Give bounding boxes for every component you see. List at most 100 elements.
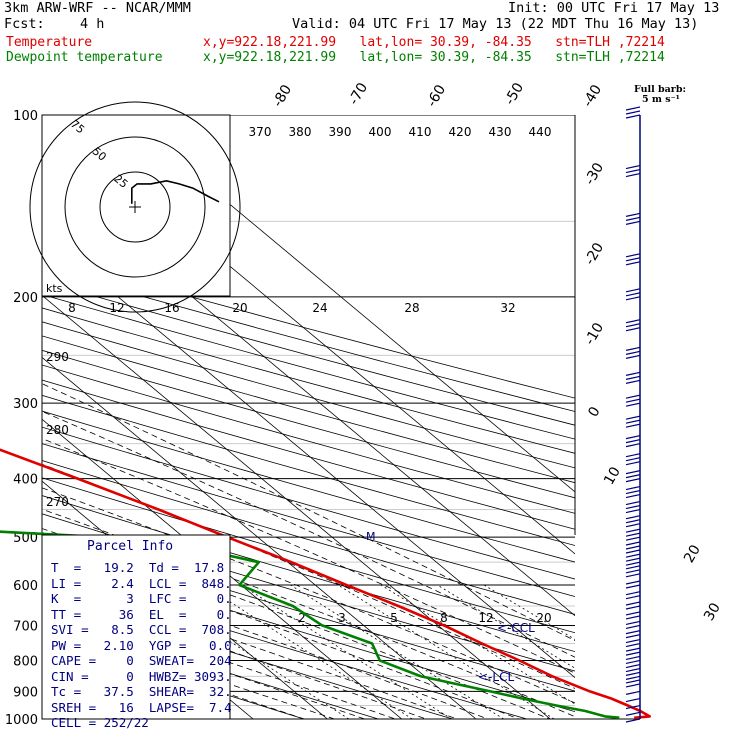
theta-label: 370 (249, 125, 272, 139)
wind-barb (625, 216, 641, 221)
wind-barb (625, 634, 641, 639)
wind-barb (625, 478, 641, 483)
wind-barb (625, 624, 641, 630)
moist-adiabat (42, 528, 551, 719)
wind-barb (625, 663, 641, 669)
wind-barb (625, 569, 641, 574)
isotherm-label: 0 (585, 404, 603, 420)
pressure-tick-label: 500 (13, 531, 38, 546)
moist-adiabat (42, 438, 575, 674)
theta-e-left-label: 280 (46, 423, 69, 437)
wind-barb (625, 683, 641, 688)
theta-e-left-label: 270 (46, 495, 69, 509)
wind-barb (625, 565, 641, 570)
isotherm-label: -70 (346, 80, 371, 108)
dry-adiabat (42, 591, 455, 719)
dry-adiabat (42, 280, 575, 426)
wind-barb (625, 493, 641, 499)
parcel-info-title: Parcel Info (87, 539, 174, 554)
wind-barb (625, 545, 641, 550)
wind-barb (625, 253, 641, 258)
dry-adiabat (42, 307, 575, 454)
wind-barb (625, 110, 641, 115)
mixing-ratio-label: 5 (390, 611, 398, 625)
parcel-row: SREH = 16 LAPSE= 7.4 (51, 699, 232, 715)
mixing-ratio-label: 8 (440, 611, 448, 625)
dry-adiabat (42, 460, 575, 615)
valid-time: Valid: 04 UTC Fri 17 May 13 (22 MDT Thu … (292, 16, 699, 32)
dry-adiabat (42, 255, 575, 399)
isotherm-label: -30 (582, 160, 607, 188)
wind-barb (625, 615, 641, 620)
wind-barb (625, 601, 641, 606)
wind-barb (625, 371, 641, 376)
wind-barb (625, 168, 641, 174)
wind-barb (625, 439, 641, 444)
dry-adiabat (42, 335, 575, 484)
wind-barb (625, 557, 641, 562)
wind-barb (625, 327, 641, 332)
wind-barb (625, 172, 641, 178)
wind-barb (625, 591, 641, 596)
wind-barb (625, 638, 641, 644)
wind-barb (625, 350, 641, 355)
wind-barb (625, 642, 641, 648)
wind-barb (625, 485, 641, 491)
isotherm-line (42, 356, 477, 719)
wind-barb (625, 523, 641, 528)
dry-adiabat (42, 294, 575, 440)
wind-barb (625, 573, 641, 578)
moist-adiabat (42, 545, 520, 719)
dry-adiabat (42, 495, 575, 653)
theta-e-label: 32 (500, 301, 515, 315)
theta-label: 410 (409, 125, 432, 139)
wind-barb (625, 489, 641, 495)
dry-adiabat (42, 513, 575, 672)
pressure-tick-label: 600 (13, 579, 38, 594)
dry-adiabat (42, 349, 575, 499)
moist-adiabat (42, 621, 336, 719)
pressure-tick-label: 200 (13, 291, 38, 306)
isotherm-label: 10 (601, 464, 624, 487)
wind-barb (625, 549, 641, 554)
wind-barb (625, 605, 641, 610)
dewpoint-line (0, 530, 620, 719)
wind-barb (625, 704, 641, 710)
dry-adiabat (42, 477, 575, 634)
wind-barb (625, 690, 641, 695)
parcel-row: CAPE = 0 SWEAT= 204 (51, 653, 232, 668)
isotherm-line (122, 115, 575, 493)
theta-label: 440 (529, 125, 552, 139)
wind-barb (625, 667, 641, 673)
isotherm-line (42, 418, 402, 719)
pressure-tick-label: 100 (13, 109, 38, 124)
theta-e-label: 28 (404, 301, 419, 315)
wind-barb (625, 500, 641, 506)
wind-barb (625, 528, 641, 533)
parcel-info-box (41, 534, 231, 720)
legend-temperature-info: x,y=922.18,221.99 lat,lon= 30.39, -84.35… (203, 35, 665, 50)
wind-barb (625, 504, 641, 510)
wind-barb (625, 220, 641, 225)
wind-barb (625, 296, 641, 301)
parcel-row: TT = 36 EL = 0. (51, 606, 232, 622)
wind-barb (625, 419, 641, 424)
wind-barb (625, 453, 641, 458)
wind-barb (625, 697, 641, 703)
pressure-tick-label: 400 (13, 473, 38, 488)
wind-barb (625, 379, 641, 384)
wind-barb (625, 561, 641, 566)
init-time: Init: 00 UTC Fri 17 May 13 (508, 0, 720, 16)
wind-barb (625, 164, 641, 170)
wind-barb (625, 423, 641, 428)
dry-adiabat (42, 267, 575, 412)
hodograph-ring (64, 136, 206, 278)
wind-barb (625, 519, 641, 524)
wind-barb (625, 415, 641, 420)
wind-barb (625, 671, 641, 676)
barb-legend-title: Full barb: (634, 84, 686, 95)
barb-legend-value: 5 m s⁻¹ (642, 94, 680, 105)
wind-barb (625, 711, 641, 716)
wind-barb (625, 435, 641, 440)
isotherm-label: -20 (582, 240, 607, 268)
